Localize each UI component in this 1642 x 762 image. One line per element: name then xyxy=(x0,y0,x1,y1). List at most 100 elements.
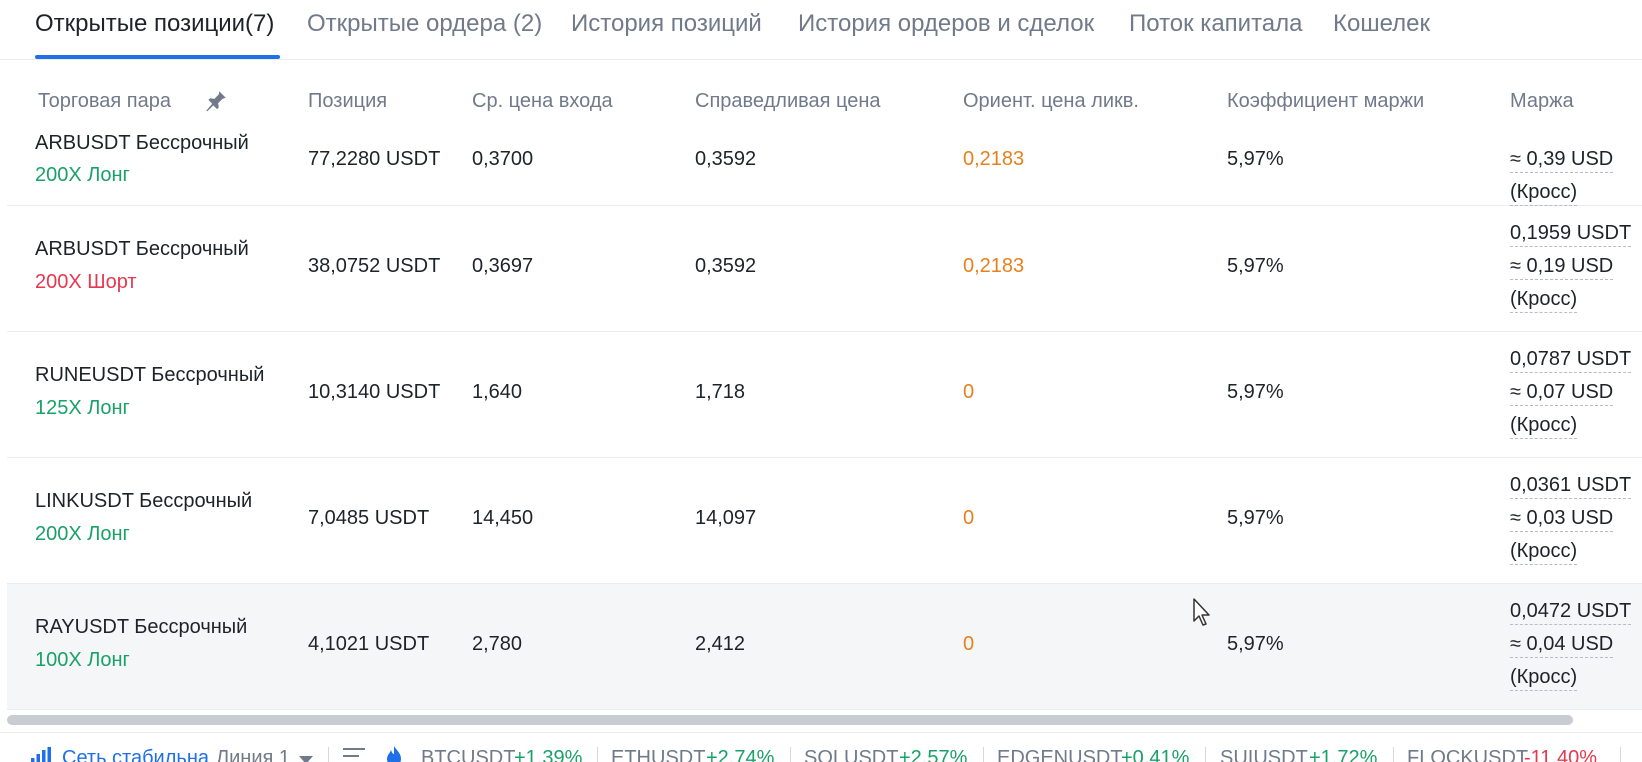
horizontal-scrollbar[interactable] xyxy=(7,715,1573,725)
margin-mode[interactable]: (Кросс) xyxy=(1510,286,1578,313)
liq-price: 0,2183 xyxy=(963,148,1025,170)
divider xyxy=(1620,747,1621,762)
position-size: 4,1021 USDT xyxy=(308,633,430,655)
flame-icon xyxy=(387,746,401,762)
ticker-symbol[interactable]: SUIUSDT xyxy=(1220,747,1308,762)
signal-bars-icon xyxy=(31,747,51,762)
liq-price: 0 xyxy=(963,633,975,655)
table-row[interactable]: RUNEUSDT Бессрочный 125X Лонг 10,3140 US… xyxy=(7,332,1642,458)
position-size: 77,2280 USDT xyxy=(308,148,441,170)
tab-wallet[interactable]: Кошелек xyxy=(1333,10,1430,37)
divider xyxy=(983,747,984,762)
entry-price: 0,3697 xyxy=(472,255,534,277)
col-header-pair: Торговая пара xyxy=(38,90,171,112)
pair-name[interactable]: RUNEUSDT Бессрочный xyxy=(35,364,265,386)
leverage-side: 125X Лонг xyxy=(35,397,130,419)
line-selector[interactable]: Линия 1 xyxy=(216,747,291,762)
margin-usdt[interactable]: 0,0472 USDT xyxy=(1510,598,1632,625)
col-header-position: Позиция xyxy=(308,90,388,112)
divider xyxy=(597,747,598,762)
liq-price: 0 xyxy=(963,507,975,529)
table-row[interactable]: LINKUSDT Бессрочный 200X Лонг 7,0485 USD… xyxy=(7,458,1642,584)
margin-usdt[interactable]: 0,0361 USDT xyxy=(1510,472,1632,499)
liq-price: 0 xyxy=(963,381,975,403)
tab-bar: Открытые позиции(7) Открытые ордера (2) … xyxy=(0,0,1642,60)
ticker-change: -11,40% xyxy=(1524,747,1598,762)
positions-table: Торговая пара Позиция Ср. цена входа Спр… xyxy=(7,60,1642,710)
entry-price: 2,780 xyxy=(472,633,523,655)
divider xyxy=(1393,747,1394,762)
tab-position-history[interactable]: История позиций xyxy=(571,10,762,37)
ticker-symbol[interactable]: SOLUSDT xyxy=(804,747,899,762)
table-row[interactable]: ARBUSDT Бессрочный 200X Шорт 38,0752 USD… xyxy=(7,206,1642,332)
caret-down-icon[interactable] xyxy=(298,755,314,762)
margin-ratio: 5,97% xyxy=(1227,148,1284,170)
menu-lines-icon[interactable] xyxy=(343,747,365,762)
fair-price: 1,718 xyxy=(695,381,746,403)
status-ticker-bar: Сеть стабильна Линия 1 BTCUSDT +1,39% ET… xyxy=(0,732,1642,762)
tab-open-positions[interactable]: Открытые позиции(7) xyxy=(35,10,275,37)
divider xyxy=(790,747,791,762)
divider xyxy=(1205,747,1206,762)
active-tab-indicator xyxy=(35,55,280,59)
entry-price: 14,450 xyxy=(472,507,534,529)
margin-mode[interactable]: (Кросс) xyxy=(1510,179,1578,206)
leverage-side: 200X Шорт xyxy=(35,271,137,293)
entry-price: 0,3700 xyxy=(472,148,534,170)
leverage-side: 100X Лонг xyxy=(35,649,130,671)
ticker-change: +2,57% xyxy=(899,747,968,762)
divider xyxy=(328,747,329,762)
ticker-symbol[interactable]: ETHUSDT xyxy=(611,747,706,762)
leverage-side: 200X Лонг xyxy=(35,523,130,545)
margin-usdt[interactable]: 0,0787 USDT xyxy=(1510,346,1632,373)
entry-price: 1,640 xyxy=(472,381,523,403)
fair-price: 2,412 xyxy=(695,633,746,655)
mouse-cursor-icon xyxy=(1193,598,1210,626)
pair-name[interactable]: RAYUSDT Бессрочный xyxy=(35,616,248,638)
ticker-change: +1,39% xyxy=(514,747,583,762)
ticker-change: +2,74% xyxy=(706,747,775,762)
margin-mode[interactable]: (Кросс) xyxy=(1510,412,1578,439)
margin-usd[interactable]: ≈ 0,04 USD xyxy=(1510,631,1614,658)
tab-capital-flow[interactable]: Поток капитала xyxy=(1129,10,1303,37)
table-header: Торговая пара Позиция Ср. цена входа Спр… xyxy=(7,60,1642,130)
margin-usd[interactable]: ≈ 0,19 USD xyxy=(1510,253,1614,280)
fair-price: 0,3592 xyxy=(695,148,757,170)
position-size: 10,3140 USDT xyxy=(308,381,441,403)
pair-name[interactable]: ARBUSDT Бессрочный xyxy=(35,132,249,154)
ticker-change: +0,41% xyxy=(1121,747,1190,762)
liq-price: 0,2183 xyxy=(963,255,1025,277)
ticker-symbol[interactable]: FLOCKUSDT xyxy=(1407,747,1529,762)
col-header-margin-ratio: Коэффициент маржи xyxy=(1227,90,1425,112)
tab-open-orders[interactable]: Открытые ордера (2) xyxy=(307,10,543,37)
col-header-margin: Маржа xyxy=(1510,90,1574,112)
network-status[interactable]: Сеть стабильна xyxy=(62,747,209,762)
table-row[interactable]: ARBUSDT Бессрочный 200X Лонг 77,2280 USD… xyxy=(7,120,1642,206)
margin-ratio: 5,97% xyxy=(1227,381,1284,403)
ticker-symbol[interactable]: EDGENUSDT xyxy=(997,747,1123,762)
margin-mode[interactable]: (Кросс) xyxy=(1510,538,1578,565)
pin-icon[interactable] xyxy=(203,88,229,114)
leverage-side: 200X Лонг xyxy=(35,164,130,186)
pair-name[interactable]: ARBUSDT Бессрочный xyxy=(35,238,249,260)
tab-order-trade-history[interactable]: История ордеров и сделок xyxy=(798,10,1095,37)
margin-usdt[interactable]: 0,1959 USDT xyxy=(1510,220,1632,247)
table-row[interactable]: RAYUSDT Бессрочный 100X Лонг 4,1021 USDT… xyxy=(7,584,1642,710)
margin-ratio: 5,97% xyxy=(1227,507,1284,529)
fair-price: 14,097 xyxy=(695,507,757,529)
margin-ratio: 5,97% xyxy=(1227,255,1284,277)
margin-usd[interactable]: ≈ 0,39 USD xyxy=(1510,146,1614,173)
ticker-symbol[interactable]: BTCUSDT xyxy=(421,747,516,762)
fair-price: 0,3592 xyxy=(695,255,757,277)
col-header-liq-price: Ориент. цена ликв. xyxy=(963,90,1139,112)
col-header-fair-price: Справедливая цена xyxy=(695,90,881,112)
margin-ratio: 5,97% xyxy=(1227,633,1284,655)
ticker-change: +1,72% xyxy=(1309,747,1378,762)
pair-name[interactable]: LINKUSDT Бессрочный xyxy=(35,490,253,512)
position-size: 38,0752 USDT xyxy=(308,255,441,277)
margin-usd[interactable]: ≈ 0,03 USD xyxy=(1510,505,1614,532)
margin-usd[interactable]: ≈ 0,07 USD xyxy=(1510,379,1614,406)
col-header-entry-price: Ср. цена входа xyxy=(472,90,613,112)
position-size: 7,0485 USDT xyxy=(308,507,430,529)
margin-mode[interactable]: (Кросс) xyxy=(1510,664,1578,691)
